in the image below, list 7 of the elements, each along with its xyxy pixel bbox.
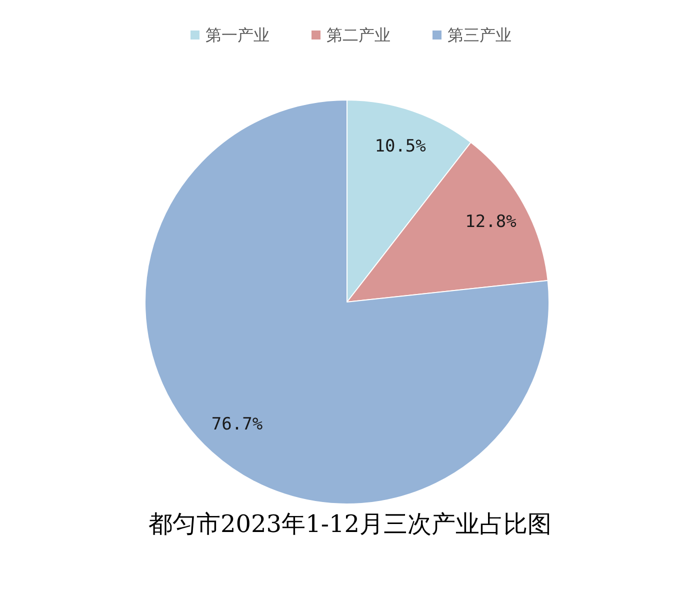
legend-label: 第一产业 xyxy=(206,26,270,44)
data-label: 12.8% xyxy=(465,212,516,232)
data-label: 76.7% xyxy=(211,414,263,434)
legend-label: 第三产业 xyxy=(448,26,512,44)
data-label: 10.5% xyxy=(374,136,426,156)
legend-label: 第二产业 xyxy=(326,26,390,44)
text: 都匀市2023年1-12月三次产业占比图 xyxy=(148,510,552,538)
